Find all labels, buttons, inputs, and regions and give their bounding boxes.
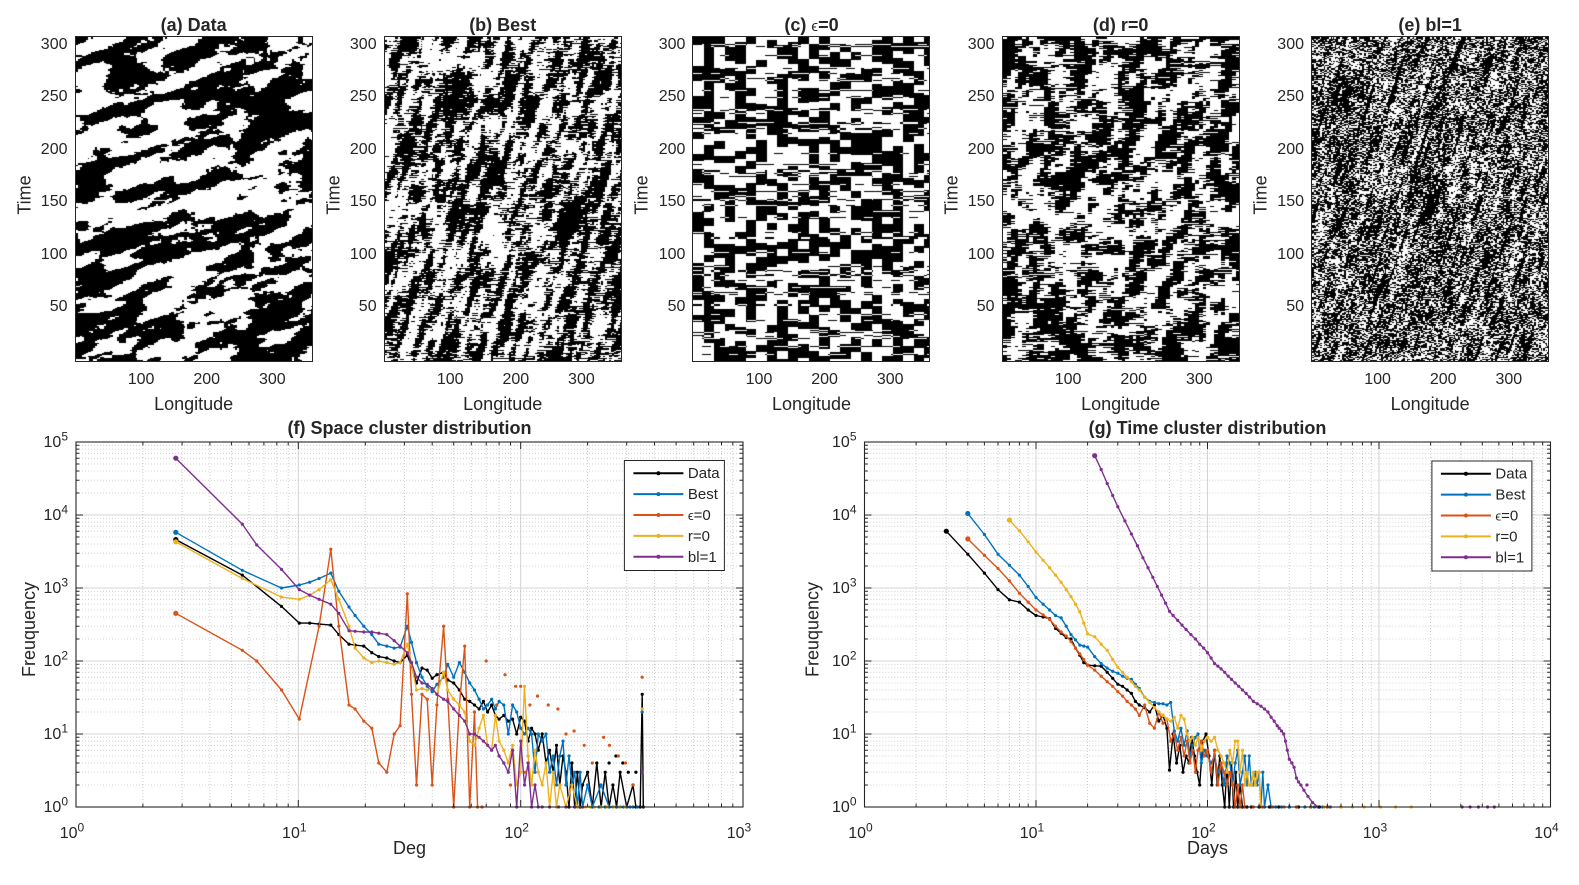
svg-text:ϵ=0: ϵ=0 xyxy=(688,507,711,524)
svg-text:Best: Best xyxy=(1495,487,1526,504)
svg-text:(g) Time cluster distribution: (g) Time cluster distribution xyxy=(1089,418,1327,438)
svg-text:100: 100 xyxy=(832,795,857,817)
svg-text:Deg: Deg xyxy=(393,838,426,858)
svg-text:104: 104 xyxy=(1534,821,1559,843)
svg-text:105: 105 xyxy=(44,430,69,452)
svg-text:101: 101 xyxy=(282,821,307,843)
svg-text:100: 100 xyxy=(44,795,69,817)
svg-text:103: 103 xyxy=(1363,821,1388,843)
svg-text:102: 102 xyxy=(44,649,69,671)
svg-text:104: 104 xyxy=(832,503,857,525)
svg-text:ϵ=0: ϵ=0 xyxy=(1495,508,1518,525)
svg-text:r=0: r=0 xyxy=(688,528,710,545)
svg-text:100: 100 xyxy=(60,821,85,843)
svg-text:(f) Space cluster distribution: (f) Space cluster distribution xyxy=(287,418,531,438)
svg-text:102: 102 xyxy=(504,821,529,843)
svg-text:Days: Days xyxy=(1187,838,1228,858)
svg-text:101: 101 xyxy=(832,722,857,744)
svg-text:103: 103 xyxy=(44,576,69,598)
svg-text:bl=1: bl=1 xyxy=(1495,549,1524,566)
svg-text:Best: Best xyxy=(688,486,719,503)
svg-text:100: 100 xyxy=(848,821,873,843)
svg-text:101: 101 xyxy=(1020,821,1045,843)
svg-text:bl=1: bl=1 xyxy=(688,549,717,566)
svg-text:103: 103 xyxy=(832,576,857,598)
svg-text:r=0: r=0 xyxy=(1495,528,1517,545)
svg-text:102: 102 xyxy=(832,649,857,671)
svg-text:103: 103 xyxy=(727,821,752,843)
svg-text:Data: Data xyxy=(688,465,720,482)
svg-text:101: 101 xyxy=(44,722,69,744)
svg-text:105: 105 xyxy=(832,430,857,452)
svg-text:104: 104 xyxy=(44,503,69,525)
svg-text:Data: Data xyxy=(1495,466,1527,483)
svg-text:Freuquency: Freuquency xyxy=(19,582,39,677)
svg-text:Freuquency: Freuquency xyxy=(803,582,823,677)
